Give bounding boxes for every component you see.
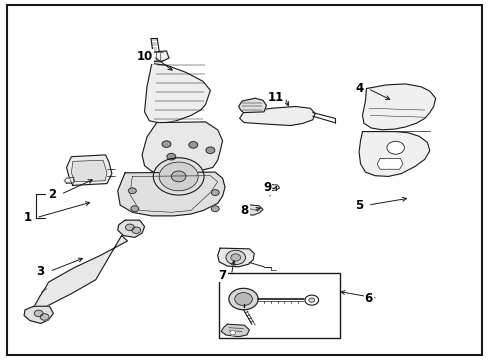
Circle shape: [166, 153, 175, 160]
Text: 8: 8: [240, 204, 248, 217]
Polygon shape: [238, 98, 266, 113]
Polygon shape: [71, 160, 107, 182]
Polygon shape: [362, 84, 435, 130]
Polygon shape: [64, 177, 74, 184]
Circle shape: [234, 293, 252, 306]
Circle shape: [162, 141, 170, 147]
Polygon shape: [264, 184, 279, 191]
Circle shape: [40, 314, 49, 320]
Polygon shape: [217, 248, 254, 267]
Circle shape: [205, 147, 214, 153]
Text: 7: 7: [218, 269, 226, 282]
Circle shape: [153, 158, 203, 195]
Polygon shape: [118, 220, 144, 237]
Circle shape: [128, 188, 136, 194]
Polygon shape: [24, 306, 53, 323]
Polygon shape: [142, 51, 168, 62]
Text: 3: 3: [37, 265, 44, 278]
Circle shape: [229, 330, 235, 335]
Polygon shape: [66, 155, 112, 185]
Text: 10: 10: [136, 50, 152, 63]
Circle shape: [211, 206, 219, 212]
Polygon shape: [144, 63, 210, 123]
Circle shape: [308, 298, 314, 302]
Circle shape: [305, 295, 318, 305]
Circle shape: [171, 171, 185, 182]
Text: 5: 5: [354, 199, 363, 212]
Circle shape: [65, 178, 71, 183]
Polygon shape: [221, 324, 249, 337]
Polygon shape: [376, 158, 402, 169]
Polygon shape: [34, 235, 127, 313]
Circle shape: [228, 288, 258, 310]
Circle shape: [230, 254, 240, 261]
Text: 6: 6: [364, 292, 372, 305]
Text: 2: 2: [48, 188, 56, 201]
Circle shape: [131, 206, 139, 212]
Circle shape: [188, 141, 197, 148]
Bar: [218, 273, 339, 338]
Polygon shape: [142, 122, 222, 174]
Text: 9: 9: [263, 181, 271, 194]
Circle shape: [225, 250, 245, 265]
Text: 11: 11: [267, 91, 284, 104]
Circle shape: [132, 227, 141, 233]
Circle shape: [159, 162, 198, 191]
Circle shape: [125, 224, 134, 230]
Circle shape: [34, 310, 43, 317]
Polygon shape: [239, 107, 315, 126]
Polygon shape: [240, 204, 263, 215]
Polygon shape: [358, 132, 429, 176]
Text: 4: 4: [354, 82, 363, 95]
Polygon shape: [118, 172, 224, 216]
Circle shape: [386, 141, 404, 154]
Circle shape: [211, 190, 219, 195]
Text: 1: 1: [23, 211, 32, 224]
